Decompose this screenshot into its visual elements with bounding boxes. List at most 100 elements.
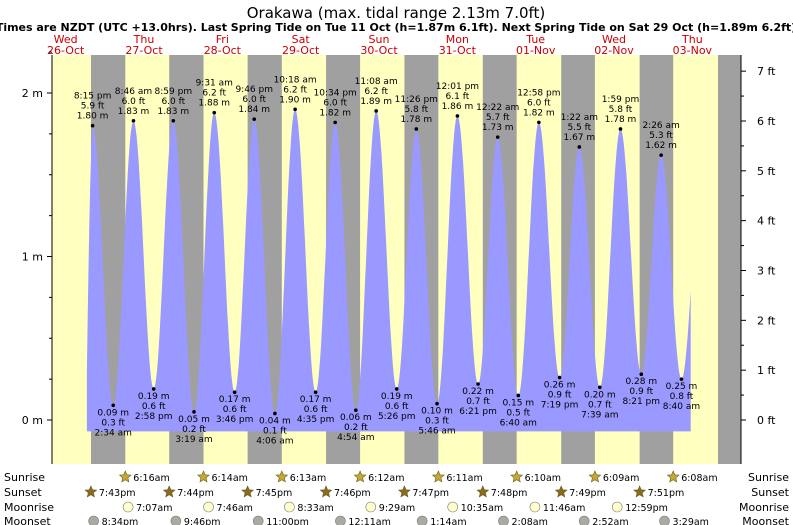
- extreme-point: [659, 153, 663, 157]
- high-m-label: 1.89 m: [360, 97, 392, 107]
- sun-icon: [633, 485, 647, 498]
- low-m-label: 0.15 m: [502, 398, 534, 408]
- low-time-label: 8:40 am: [663, 402, 700, 412]
- high-ft-label: 5.7 ft: [486, 113, 510, 123]
- moonrise-time: 7:07am: [136, 503, 172, 514]
- high-ft-label: 6.0 ft: [527, 98, 551, 108]
- low-ft-label: 0.3 ft: [425, 417, 449, 427]
- high-m-label: 1.78 m: [605, 115, 637, 125]
- moon-icon: [203, 501, 214, 513]
- ft-tick-label: 2 ft: [757, 314, 776, 327]
- low-m-label: 0.06 m: [340, 413, 372, 423]
- extreme-point: [577, 145, 582, 149]
- sunrise-time: 6:10am: [525, 473, 561, 484]
- sunset-row-label-left: Sunset: [4, 486, 42, 499]
- high-ft-label: 5.8 ft: [609, 105, 633, 115]
- low-time-label: 5:26 pm: [378, 412, 416, 422]
- sunrise-row-label-right: Sunrise: [748, 471, 789, 484]
- high-m-label: 1.88 m: [198, 99, 230, 109]
- sun-icon: [319, 485, 333, 498]
- low-ft-label: 0.7 ft: [466, 397, 490, 407]
- moon-icon: [365, 501, 377, 513]
- extreme-point: [90, 123, 95, 128]
- extreme-point: [212, 110, 217, 115]
- high-time-label: 8:46 am: [115, 87, 152, 97]
- low-m-label: 0.17 m: [300, 395, 332, 405]
- extreme-point: [639, 372, 644, 377]
- low-m-label: 0.04 m: [259, 416, 291, 426]
- sunset-time: 7:43pm: [99, 488, 136, 499]
- low-ft-label: 0.6 ft: [304, 405, 328, 415]
- m-tick-label: 2 m: [22, 87, 43, 100]
- extreme-point: [557, 375, 562, 380]
- sun-moon-events: Sunrise Sunrise 6:16am 6:14am 6:13am 6:12am 6:…: [4, 470, 790, 525]
- ft-tick-label: 6 ft: [757, 115, 776, 128]
- moonrise-time: 11:46am: [543, 503, 585, 514]
- day-date-label: 01-Nov: [516, 44, 556, 57]
- low-time-label: 6:21 pm: [459, 407, 497, 417]
- sunset-row-label-right: Sunset: [751, 486, 789, 499]
- day-date-label: 02-Nov: [594, 44, 634, 57]
- sunrise-time: 6:09am: [603, 473, 639, 484]
- sun-icon: [353, 470, 367, 483]
- high-time-label: 12:22 am: [476, 103, 519, 113]
- low-time-label: 3:46 pm: [216, 415, 254, 425]
- low-m-label: 0.09 m: [97, 408, 129, 418]
- extreme-point: [435, 401, 439, 406]
- axes: 0 m 1 m 2 m 0 ft 1 ft 2 ft 3 ft 4 ft 5 ft 6 ft 7 f…: [22, 51, 776, 464]
- high-time-label: 10:34 pm: [314, 88, 357, 98]
- sunset-time: 7:47pm: [412, 488, 449, 499]
- moon-icon: [170, 515, 182, 525]
- sun-icon: [666, 470, 680, 483]
- sunrise-row-label-left: Sunrise: [4, 471, 45, 484]
- low-m-label: 0.17 m: [219, 395, 251, 405]
- moonrise-row-label-right: Moonrise: [739, 501, 789, 514]
- low-m-label: 0.20 m: [584, 390, 616, 400]
- sun-icon: [197, 470, 210, 483]
- sun-icon: [431, 470, 445, 483]
- low-m-label: 0.26 m: [544, 380, 576, 390]
- extreme-point: [354, 408, 358, 412]
- sun-icon: [162, 485, 176, 498]
- extreme-point: [455, 114, 460, 118]
- ft-tick-label: 4 ft: [757, 215, 776, 228]
- moon-icon: [335, 515, 346, 525]
- day-name-label: Sat: [292, 33, 311, 46]
- low-ft-label: 0.1 ft: [263, 426, 287, 436]
- sun-icon: [554, 485, 568, 498]
- tide-area: [86, 109, 691, 432]
- moonset-time: 3:29am: [673, 517, 709, 525]
- high-m-label: 1.83 m: [157, 107, 189, 117]
- extreme-point: [394, 387, 399, 391]
- low-m-label: 0.05 m: [178, 415, 210, 425]
- high-time-label: 11:08 am: [355, 77, 398, 87]
- high-m-label: 1.80 m: [77, 112, 109, 122]
- moonrise-time: 8:33am: [297, 503, 333, 514]
- day-name-label: Thu: [133, 33, 155, 46]
- day-name-label: Fri: [216, 33, 229, 46]
- moonset-row-label-right: Moonset: [742, 515, 789, 525]
- moonset-time: 2:52am: [592, 517, 628, 525]
- moonset-time: 12:11am: [348, 517, 390, 525]
- low-time-label: 4:35 pm: [297, 415, 335, 425]
- extreme-point: [333, 120, 337, 125]
- extreme-point: [374, 109, 378, 113]
- high-m-label: 1.83 m: [118, 107, 150, 117]
- extreme-point: [192, 410, 196, 414]
- sunset-time: 7:46pm: [334, 488, 371, 499]
- day-name-label: Thu: [681, 33, 703, 46]
- day-date-label: 26-Oct: [47, 44, 85, 57]
- ft-tick-label: 5 ft: [757, 165, 776, 178]
- low-time-label: 4:06 am: [256, 436, 293, 446]
- high-ft-label: 5.8 ft: [404, 105, 428, 115]
- low-ft-label: 0.3 ft: [101, 418, 125, 428]
- ft-tick-label: 3 ft: [757, 264, 776, 277]
- moon-icon: [529, 501, 541, 513]
- high-ft-label: 6.0 ft: [323, 98, 347, 108]
- daylight-band: [52, 55, 91, 464]
- high-time-label: 1:59 pm: [602, 95, 640, 105]
- extreme-point: [516, 393, 521, 398]
- moonset-time: 1:14am: [430, 517, 466, 525]
- sun-icon: [118, 470, 132, 483]
- low-ft-label: 0.7 ft: [588, 400, 612, 410]
